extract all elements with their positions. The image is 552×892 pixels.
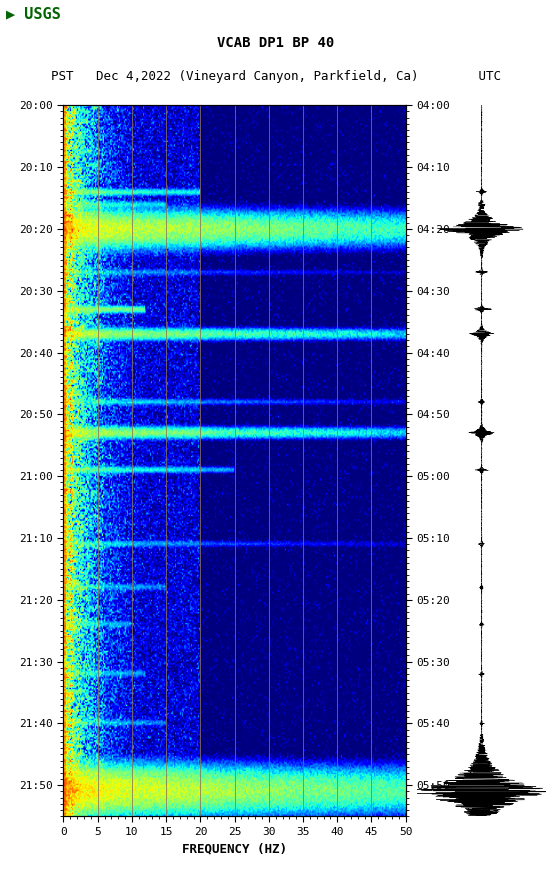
Text: VCAB DP1 BP 40: VCAB DP1 BP 40 [217,36,335,50]
Text: PST   Dec 4,2022 (Vineyard Canyon, Parkfield, Ca)        UTC: PST Dec 4,2022 (Vineyard Canyon, Parkfie… [51,70,501,84]
X-axis label: FREQUENCY (HZ): FREQUENCY (HZ) [182,842,287,855]
Text: ▶ USGS: ▶ USGS [6,6,60,21]
